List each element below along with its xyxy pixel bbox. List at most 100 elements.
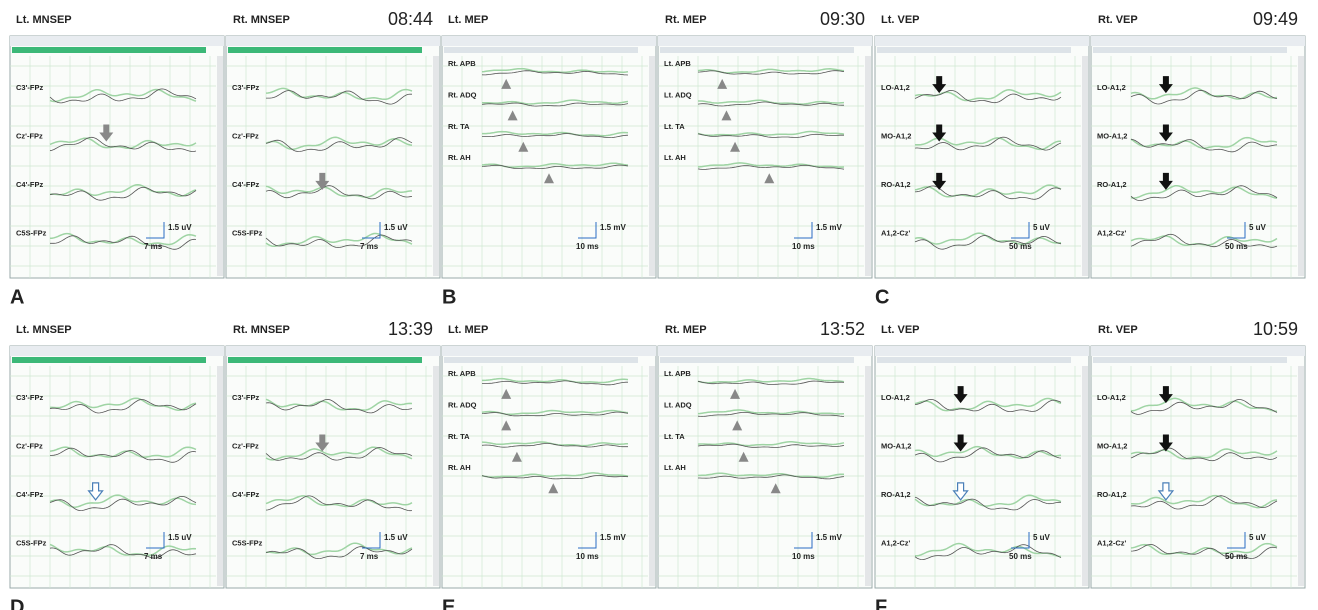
channel-label: LO-A1,2 — [1097, 393, 1126, 402]
channel-label: RO-A1,2 — [1097, 180, 1127, 189]
panel: Lt. MEPRt. MEP09:30BRt. APBRt. ADQRt. TA… — [442, 9, 872, 309]
panel: Lt. VEPRt. VEP09:49CLO-A1,2MO-A1,2RO-A1,… — [875, 9, 1305, 309]
channel-label: LO-A1,2 — [1097, 83, 1126, 92]
scale-time: 10 ms — [576, 552, 599, 561]
channel-label: C4'-FPz — [16, 180, 43, 189]
panel-letter: F — [875, 596, 887, 610]
channel-label: C5S-FPz — [232, 538, 263, 547]
channel-label: Lt. AH — [664, 153, 686, 162]
panel: Lt. VEP Rt. VEP 10:59 F LO-A1,2 MO-A1,2 RO-A1,… — [875, 319, 1305, 610]
status-bar — [1093, 47, 1287, 53]
panel-time: 13:39 — [388, 319, 433, 339]
scale-time: 7 ms — [144, 552, 163, 561]
screen-window — [875, 36, 1089, 278]
panel-title-right: Rt. VEP — [1098, 324, 1138, 336]
toolbar — [658, 346, 872, 356]
channel-label: Cz'-FPz — [232, 131, 259, 140]
panel-letter: D — [10, 596, 24, 610]
channel-label: RO-A1,2 — [881, 180, 911, 189]
channel-label: Cz'-FPz — [16, 131, 43, 140]
scroll-bar — [217, 366, 223, 586]
status-bar — [228, 357, 422, 363]
channel-label: A1,2-Cz' — [1097, 538, 1127, 547]
panel-title-left: Lt. MEP — [448, 324, 488, 336]
scale-amplitude: 1.5 uV — [168, 533, 192, 542]
scale-amplitude: 1.5 mV — [600, 533, 626, 542]
screen-window — [658, 36, 872, 278]
status-bar — [660, 47, 854, 53]
scale-amplitude: 5 uV — [1033, 533, 1051, 542]
scroll-bar — [1298, 56, 1304, 276]
scale-amplitude: 1.5 uV — [168, 223, 192, 232]
status-bar — [12, 47, 206, 53]
channel-label: C5S-FPz — [16, 538, 47, 547]
channel-label: A1,2-Cz' — [881, 538, 911, 547]
scroll-bar — [1298, 366, 1304, 586]
channel-label: Lt. AH — [664, 463, 686, 472]
scale-amplitude: 5 uV — [1033, 223, 1051, 232]
panel-title-right: Rt. MEP — [665, 14, 707, 26]
channel-label: Rt. AH — [448, 153, 471, 162]
channel-label: MO-A1,2 — [881, 131, 911, 140]
channel-label: Lt. APB — [664, 59, 691, 68]
scale-time: 7 ms — [144, 242, 163, 251]
scale-amplitude: 5 uV — [1249, 223, 1267, 232]
channel-label: C4'-FPz — [16, 490, 43, 499]
toolbar — [1091, 36, 1305, 46]
scroll-bar — [433, 366, 439, 586]
channel-label: Rt. AH — [448, 463, 471, 472]
scale-time: 7 ms — [360, 552, 379, 561]
scroll-bar — [433, 56, 439, 276]
channel-label: Lt. TA — [664, 122, 685, 131]
channel-label: Rt. ADQ — [448, 400, 477, 409]
panel-title-right: Rt. VEP — [1098, 14, 1138, 26]
channel-label: C5S-FPz — [232, 228, 263, 237]
scroll-bar — [1082, 366, 1088, 586]
panel: Lt. MNSEPRt. MNSEP08:44AC3'-FPzCz'-FPzC4… — [10, 9, 440, 309]
channel-label: Lt. ADQ — [664, 400, 692, 409]
channel-label: Rt. ADQ — [448, 90, 477, 99]
channel-label: LO-A1,2 — [881, 393, 910, 402]
panel-letter: C — [875, 286, 889, 308]
scroll-bar — [865, 56, 871, 276]
channel-label: MO-A1,2 — [1097, 131, 1127, 140]
scroll-bar — [649, 56, 655, 276]
scroll-bar — [217, 56, 223, 276]
channel-label: C3'-FPz — [16, 83, 43, 92]
toolbar — [226, 346, 440, 356]
channel-label: C3'-FPz — [232, 83, 259, 92]
scale-time: 7 ms — [360, 242, 379, 251]
panel-title-right: Rt. MNSEP — [233, 14, 290, 26]
panel-title-left: Lt. MNSEP — [16, 324, 72, 336]
channel-label: RO-A1,2 — [1097, 490, 1127, 499]
toolbar — [442, 346, 656, 356]
panel-title-right: Rt. MEP — [665, 324, 707, 336]
scale-time: 50 ms — [1009, 242, 1032, 251]
status-bar — [660, 357, 854, 363]
scale-time: 10 ms — [576, 242, 599, 251]
channel-label: A1,2-Cz' — [881, 228, 911, 237]
channel-label: Rt. APB — [448, 59, 476, 68]
channel-label: LO-A1,2 — [881, 83, 910, 92]
channel-label: C4'-FPz — [232, 490, 259, 499]
panel-title-right: Rt. MNSEP — [233, 324, 290, 336]
panel-title-left: Lt. VEP — [881, 324, 920, 336]
toolbar — [10, 36, 224, 46]
status-bar — [877, 357, 1071, 363]
channel-label: Rt. TA — [448, 122, 470, 131]
scale-amplitude: 1.5 mV — [816, 223, 842, 232]
panel-time: 10:59 — [1253, 319, 1298, 339]
status-bar — [228, 47, 422, 53]
status-bar — [444, 47, 638, 53]
status-bar — [1093, 357, 1287, 363]
panel-title-left: Lt. MEP — [448, 14, 488, 26]
panel-title-left: Lt. VEP — [881, 14, 920, 26]
channel-label: MO-A1,2 — [1097, 441, 1127, 450]
channel-label: A1,2-Cz' — [1097, 228, 1127, 237]
channel-label: RO-A1,2 — [881, 490, 911, 499]
channel-label: Lt. TA — [664, 432, 685, 441]
channel-label: Cz'-FPz — [16, 441, 43, 450]
screen-window — [875, 346, 1089, 588]
channel-label: Cz'-FPz — [232, 441, 259, 450]
